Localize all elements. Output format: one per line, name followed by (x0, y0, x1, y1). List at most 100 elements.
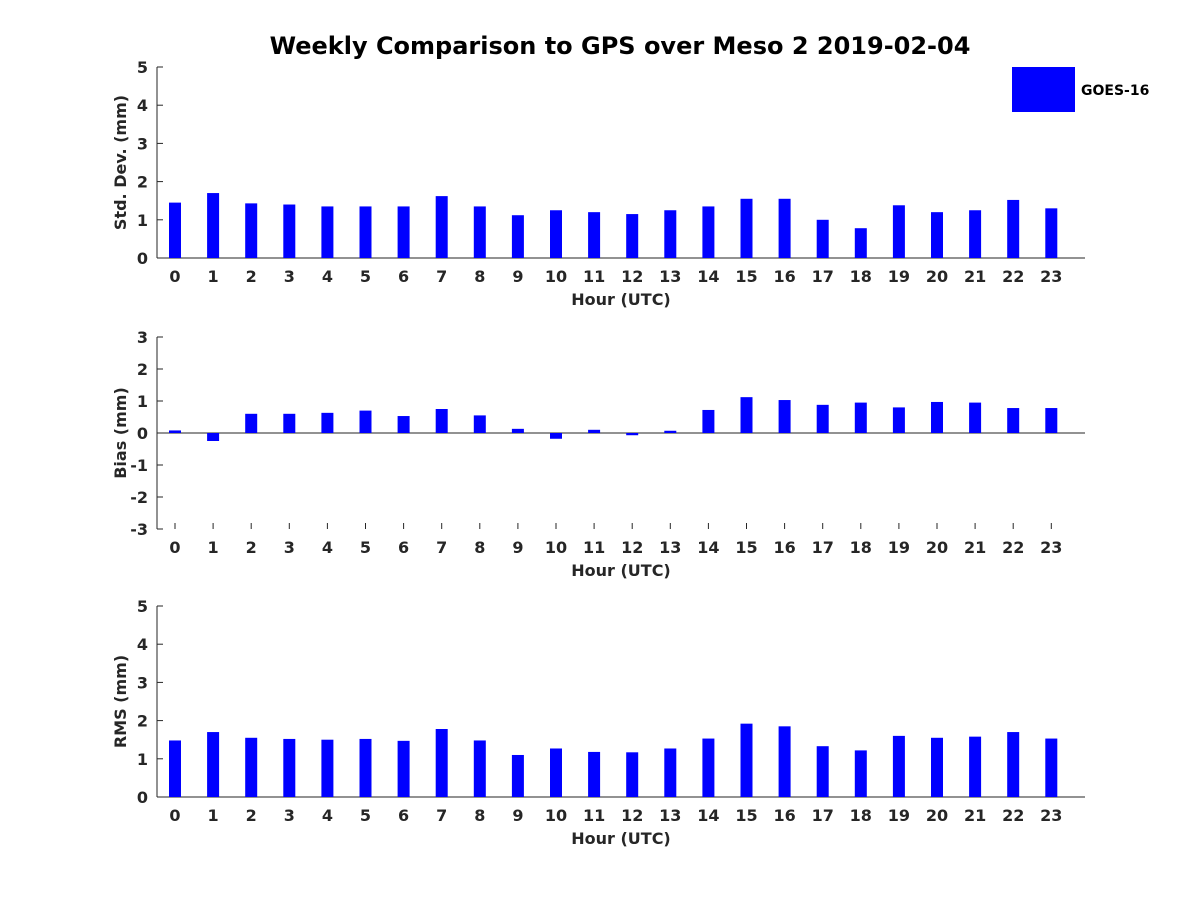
bar-hour-7 (435, 196, 448, 258)
x-tick-label: 0 (169, 538, 180, 557)
bar-hour-14 (702, 206, 715, 258)
bar-hour-19 (892, 407, 905, 433)
bar-hour-6 (397, 416, 410, 433)
x-tick-label: 17 (812, 538, 834, 557)
x-tick-label: 5 (360, 267, 371, 286)
bar-hour-14 (702, 409, 715, 433)
x-tick-label: 4 (322, 538, 333, 557)
x-tick-label: 22 (1002, 538, 1024, 557)
bar-hour-2 (245, 737, 258, 797)
x-tick-label: 6 (398, 806, 409, 825)
x-tick-label: 4 (322, 267, 333, 286)
y-tick-label: 3 (137, 134, 148, 153)
x-tick-label: 14 (697, 806, 719, 825)
x-tick-label: 2 (246, 267, 257, 286)
x-tick-label: 14 (697, 267, 719, 286)
legend-label: GOES-16 (1081, 83, 1149, 99)
x-tick-label: 11 (583, 538, 605, 557)
bar-hour-21 (969, 210, 982, 258)
bar-hour-9 (511, 428, 524, 433)
bar-hour-13 (664, 748, 677, 797)
x-tick-label: 23 (1040, 267, 1062, 286)
bar-hour-16 (778, 726, 791, 797)
x-tick-label: 9 (512, 806, 523, 825)
bar-hour-1 (207, 433, 220, 441)
y-tick-label: 0 (137, 788, 148, 807)
bar-hour-14 (702, 738, 715, 797)
x-tick-label: 20 (926, 806, 948, 825)
bar-hour-0 (169, 430, 181, 433)
x-tick-label: 21 (964, 538, 986, 557)
x-tick-label: 7 (436, 538, 447, 557)
bar-hour-1 (207, 732, 220, 797)
x-tick-label: 1 (208, 267, 219, 286)
x-tick-label: 16 (773, 538, 795, 557)
y-tick-label: 4 (137, 635, 148, 654)
bar-hour-18 (854, 402, 867, 433)
x-tick-label: 0 (169, 806, 180, 825)
bar-hour-16 (778, 400, 791, 433)
y-axis-label: Std. Dev. (mm) (111, 95, 130, 230)
bar-hour-17 (816, 746, 829, 797)
bar-hour-20 (931, 401, 943, 433)
bar-hour-7 (435, 729, 448, 797)
x-tick-label: 23 (1040, 538, 1062, 557)
bar-hour-2 (245, 413, 258, 433)
bar-hour-17 (816, 219, 829, 258)
y-tick-label: 1 (137, 211, 148, 230)
y-tick-label: 2 (137, 173, 148, 192)
bar-hour-16 (778, 198, 791, 258)
bar-hour-0 (169, 202, 181, 258)
bar-hour-12 (626, 214, 639, 258)
x-tick-label: 1 (208, 806, 219, 825)
bar-hour-1 (207, 193, 220, 258)
bar-hour-11 (588, 429, 601, 433)
bar-hour-3 (283, 413, 296, 433)
bar-hour-6 (397, 740, 410, 797)
x-tick-label: 19 (888, 267, 910, 286)
x-tick-label: 10 (545, 267, 567, 286)
x-tick-label: 18 (850, 267, 872, 286)
x-tick-label: 3 (284, 806, 295, 825)
x-tick-label: 8 (474, 267, 485, 286)
x-tick-label: 20 (926, 538, 948, 557)
bar-hour-15 (740, 723, 753, 797)
x-tick-label: 16 (773, 806, 795, 825)
x-tick-label: 14 (697, 538, 719, 557)
bar-hour-13 (664, 430, 677, 433)
x-tick-label: 23 (1040, 806, 1062, 825)
y-tick-label: 0 (137, 249, 148, 268)
x-tick-label: 15 (735, 267, 757, 286)
x-tick-label: 7 (436, 267, 447, 286)
bar-hour-7 (435, 409, 448, 433)
bar-hour-3 (283, 204, 296, 258)
y-tick-label: 1 (137, 750, 148, 769)
x-tick-label: 11 (583, 806, 605, 825)
x-tick-label: 18 (850, 538, 872, 557)
y-tick-label: 4 (137, 96, 148, 115)
x-tick-label: 12 (621, 267, 643, 286)
x-tick-label: 17 (812, 806, 834, 825)
x-tick-label: 21 (964, 806, 986, 825)
bar-hour-21 (969, 736, 982, 797)
bar-hour-8 (473, 206, 486, 258)
bar-hour-9 (511, 754, 524, 797)
x-tick-label: 19 (888, 806, 910, 825)
x-tick-label: 5 (360, 538, 371, 557)
x-tick-label: 12 (621, 806, 643, 825)
y-tick-label: 2 (137, 712, 148, 731)
x-axis-label: Hour (UTC) (571, 829, 671, 848)
x-axis-label: Hour (UTC) (571, 290, 671, 309)
bar-hour-19 (892, 735, 905, 797)
bar-hour-4 (321, 739, 334, 797)
bar-hour-4 (321, 412, 334, 433)
bar-hour-22 (1007, 408, 1020, 433)
x-tick-label: 19 (888, 538, 910, 557)
chart-title: Weekly Comparison to GPS over Meso 2 201… (270, 32, 971, 60)
x-tick-label: 13 (659, 267, 681, 286)
bar-hour-5 (359, 206, 372, 258)
